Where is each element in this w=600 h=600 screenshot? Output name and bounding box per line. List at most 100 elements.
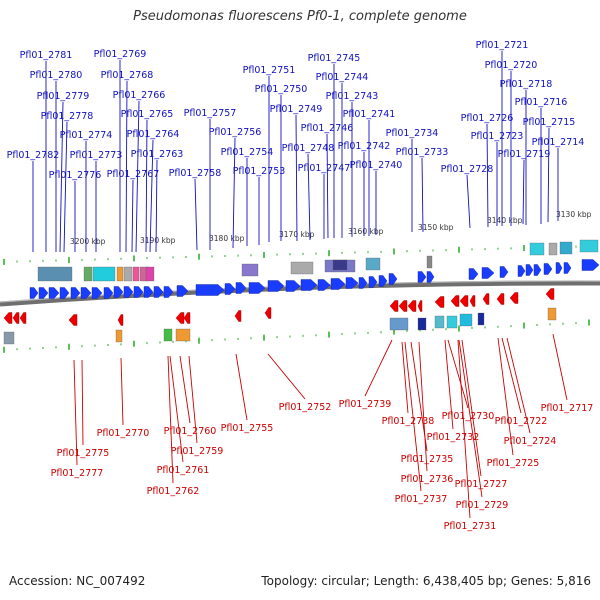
accession-text: Accession: NC_007492 [9,574,146,588]
forward-gene [195,284,225,296]
forward-gene-label: Pfl01_2715 [523,117,576,128]
forward-gene-label: Pfl01_2763 [131,149,184,160]
forward-leader-line [547,127,550,223]
forward-gene-label: Pfl01_2767 [107,169,160,180]
annotation-block [548,242,558,256]
reverse-leader-line [188,355,198,444]
forward-leader-line [131,179,134,253]
annotation-block [163,328,173,342]
forward-gene [267,280,285,292]
forward-gene-label: Pfl01_2718 [500,79,553,90]
forward-gene-label: Pfl01_2749 [270,104,323,115]
reverse-gene-label: Pfl01_2731 [444,521,497,532]
forward-gene [555,262,563,274]
reverse-leader-line [447,339,469,409]
reverse-leader-line [506,337,531,434]
reverse-labels: Pfl01_2775 Pfl01_2777 Pfl01_2770 Pfl01_2760… [51,333,594,532]
scale-label: 3190 kbp [140,236,176,245]
forward-gene-label: Pfl01_2719 [498,149,551,160]
forward-gene [59,287,70,299]
forward-gene [533,264,542,276]
forward-gene-label: Pfl01_2774 [60,130,113,141]
forward-leader-line [125,80,128,253]
reverse-gene-label: Pfl01_2738 [382,416,435,427]
forward-gene-label: Pfl01_2766 [113,90,166,101]
forward-gene [388,273,398,285]
forward-labels: Pfl01_2781 Pfl01_2780 Pfl01_2779 Pfl01_2778… [7,40,584,253]
reverse-leader-line [267,353,306,400]
reverse-leader-line [552,333,568,401]
reverse-gene-label: Pfl01_2752 [279,402,332,413]
forward-gene-label: Pfl01_2750 [255,84,308,95]
reverse-gene-label: Pfl01_2717 [541,403,594,414]
forward-leader-line [194,178,198,251]
annotation-block [434,315,445,329]
forward-gene-label: Pfl01_2773 [70,150,123,161]
annotation-block [529,242,545,256]
scale-labels: 3200 kbp 3190 kbp 3180 kbp 3170 kbp 3160 kbp… [70,210,592,246]
forward-gene-label: Pfl01_2776 [49,170,102,181]
reverse-gene [407,300,417,312]
reverse-leader-line [418,341,428,472]
forward-gene [426,271,435,283]
reverse-gene-label: Pfl01_2755 [221,423,274,434]
forward-leader-line [145,119,148,253]
forward-gene [235,282,247,294]
scale-label: 3130 kbp [556,210,592,219]
reverse-gene-label: Pfl01_2759 [171,446,224,457]
reverse-gene-label: Pfl01_2735 [401,454,454,465]
annotation-block [92,266,116,282]
forward-gene [317,279,331,291]
forward-gene [153,286,164,298]
forward-gene [499,266,509,278]
annotation-block [426,255,433,269]
reverse-leader-line [501,337,522,414]
reverse-gene [482,293,490,305]
forward-gene-label: Pfl01_2758 [169,168,222,179]
forward-gene [224,283,236,295]
forward-gene-label: Pfl01_2743 [326,91,379,102]
forward-gene [525,264,534,276]
forward-leader-line [63,121,68,253]
forward-gene [248,282,266,294]
forward-gene [70,287,81,299]
reverse-gene [509,292,519,304]
forward-gene-label: Pfl01_2721 [476,40,529,51]
reverse-gene-label: Pfl01_2775 [57,448,110,459]
scale-label: 3140 kbp [487,216,523,225]
reverse-leader-line [81,359,84,446]
annotation-block [332,259,348,271]
scale-label: 3150 kbp [418,223,454,232]
forward-gene [123,286,134,298]
reverse-gene-label: Pfl01_2730 [442,411,495,422]
forward-leader-line [295,114,298,242]
reverse-genes [3,288,555,326]
reverse-gene-label: Pfl01_2724 [504,436,557,447]
annotation-block [145,266,155,282]
forward-gene-label: Pfl01_2728 [441,164,494,175]
forward-gene [143,286,154,298]
reverse-gene [183,312,191,324]
annotation-block [547,307,557,321]
forward-gene-label: Pfl01_2716 [515,97,568,108]
reverse-gene [19,312,27,324]
forward-gene [543,263,553,275]
forward-gene [103,287,114,299]
annotation-block [116,266,124,282]
forward-gene [581,259,600,271]
genome-summary-text: Topology: circular; Length: 6,438,405 bp… [261,574,591,588]
forward-gene [48,287,60,299]
forward-gene [481,267,495,279]
scale-label: 3160 kbp [348,227,384,236]
forward-gene-label: Pfl01_2781 [20,50,73,61]
reverse-gene [545,288,555,300]
reverse-leader-line [179,355,191,424]
annotation-block [446,315,458,329]
forward-gene [133,286,144,298]
annotation-blocks [3,239,599,345]
annotation-block [477,312,485,326]
forward-gene-label: Pfl01_2764 [127,129,180,140]
reverse-leader-line [497,337,514,456]
reverse-leader-line [169,355,184,463]
reverse-gene-label: Pfl01_2777 [51,468,104,479]
